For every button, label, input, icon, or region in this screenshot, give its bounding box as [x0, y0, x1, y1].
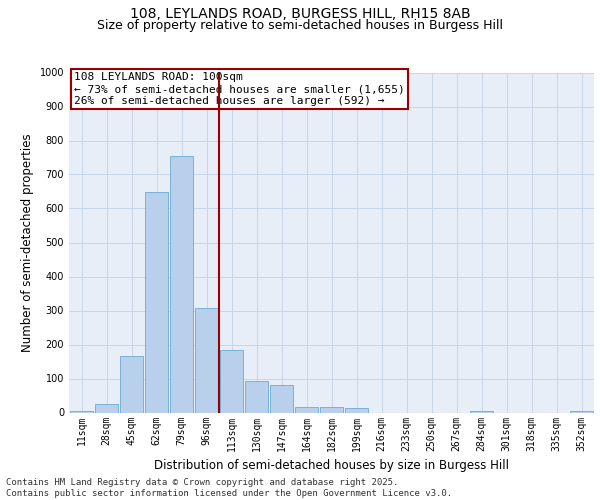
Bar	[70, 411, 93, 412]
Text: 108, LEYLANDS ROAD, BURGESS HILL, RH15 8AB: 108, LEYLANDS ROAD, BURGESS HILL, RH15 8…	[130, 8, 470, 22]
Bar	[270, 386, 293, 412]
Bar	[195, 308, 218, 412]
Bar	[570, 411, 593, 412]
Text: Contains HM Land Registry data © Crown copyright and database right 2025.
Contai: Contains HM Land Registry data © Crown c…	[6, 478, 452, 498]
Bar	[170, 156, 193, 412]
Bar	[245, 381, 268, 412]
X-axis label: Distribution of semi-detached houses by size in Burgess Hill: Distribution of semi-detached houses by …	[154, 459, 509, 472]
Bar	[295, 408, 318, 412]
Bar	[470, 411, 493, 412]
Bar	[320, 408, 343, 412]
Y-axis label: Number of semi-detached properties: Number of semi-detached properties	[21, 133, 34, 352]
Text: Size of property relative to semi-detached houses in Burgess Hill: Size of property relative to semi-detach…	[97, 19, 503, 32]
Text: 108 LEYLANDS ROAD: 100sqm
← 73% of semi-detached houses are smaller (1,655)
26% : 108 LEYLANDS ROAD: 100sqm ← 73% of semi-…	[74, 72, 405, 106]
Bar	[120, 356, 143, 412]
Bar	[345, 408, 368, 412]
Bar	[145, 192, 168, 412]
Bar	[220, 350, 243, 412]
Bar	[95, 404, 118, 412]
